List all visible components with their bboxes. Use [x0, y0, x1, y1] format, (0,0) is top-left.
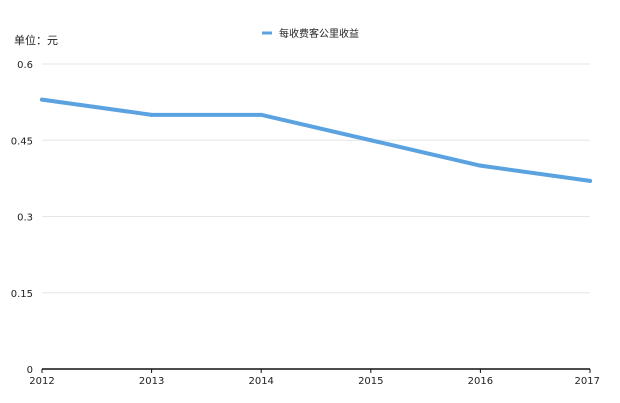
axes	[41, 368, 591, 373]
y-tick-label: 0.3	[17, 213, 33, 224]
x-tick-label: 2012	[29, 376, 54, 387]
series-line	[40, 97, 592, 183]
data-point	[368, 138, 373, 143]
x-tick-label: 2015	[358, 376, 383, 387]
series	[40, 97, 592, 183]
x-axis-ticks: 2012 2013 2014 2015 2016 2017	[29, 376, 600, 387]
data-point	[588, 178, 592, 183]
x-tick-label: 2016	[468, 376, 493, 387]
y-tick-label: 0	[27, 365, 33, 376]
x-tick-label: 2013	[139, 376, 164, 387]
data-point	[40, 97, 44, 102]
data-point	[478, 163, 483, 168]
legend-label: 每收费客公里收益	[279, 27, 359, 40]
grid	[42, 63, 590, 294]
y-axis-ticks: 0 0.15 0.3 0.45 0.6	[11, 60, 33, 376]
x-tick-label: 2017	[575, 376, 600, 387]
y-tick-label: 0.45	[11, 136, 33, 147]
data-point	[259, 112, 264, 117]
data-point	[149, 112, 154, 117]
unit-label: 单位：元	[14, 33, 58, 47]
y-tick-label: 0.6	[17, 60, 33, 71]
legend: 每收费客公里收益	[262, 27, 359, 40]
x-tick-label: 2014	[248, 376, 273, 387]
y-tick-label: 0.15	[11, 289, 33, 300]
